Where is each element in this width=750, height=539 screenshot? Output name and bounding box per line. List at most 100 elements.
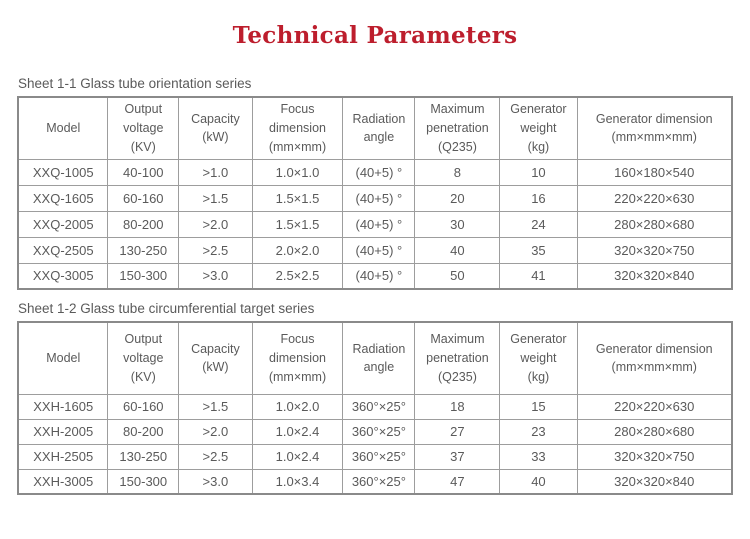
table-cell: 10 <box>499 158 578 186</box>
table-cell: 320×320×840 <box>576 262 733 290</box>
table-row: XXH-1605 60-160 >1.5 1.0×2.0 360°×25° 18 15 220… <box>17 393 733 420</box>
table-cell: >2.5 <box>178 443 253 470</box>
table-cell: 15 <box>499 393 578 420</box>
table-cell: 220×220×630 <box>576 184 733 212</box>
table-cell: 150-300 <box>107 468 180 495</box>
header-cell: Capacity (kW) <box>178 96 253 160</box>
header-cell: Generator dimension (mm×mm×mm) <box>576 321 733 395</box>
page: Technical Parameters Sheet 1-1 Glass tub… <box>17 22 733 495</box>
table-cell: 360°×25° <box>342 443 416 470</box>
header-cell: Radiation angle <box>342 321 416 395</box>
table-cell: 23 <box>499 418 578 445</box>
table-cell: XXH-3005 <box>17 468 109 495</box>
table-row: XXQ-2005 80-200 >2.0 1.5×1.5 (40+5) ° 30 24 280… <box>17 210 733 238</box>
table-row: XXH-3005 150-300 >3.0 1.0×3.4 360°×25° 47 40 32… <box>17 468 733 495</box>
header-cell: Focus dimension (mm×mm) <box>251 96 344 160</box>
table-row: XXH-2005 80-200 >2.0 1.0×2.4 360°×25° 27 23 280… <box>17 418 733 445</box>
table-cell: 1.0×2.4 <box>251 418 344 445</box>
table-cell: 320×320×750 <box>576 236 733 264</box>
table-cell: XXQ-1605 <box>17 184 109 212</box>
table-cell: (40+5) ° <box>342 262 416 290</box>
table-cell: (40+5) ° <box>342 236 416 264</box>
table-cell: >1.5 <box>178 184 253 212</box>
table-cell: 1.0×3.4 <box>251 468 344 495</box>
table-cell: 2.0×2.0 <box>251 236 344 264</box>
table-cell: 47 <box>414 468 501 495</box>
table-cell: 60-160 <box>107 184 180 212</box>
header-cell: Focus dimension (mm×mm) <box>251 321 344 395</box>
sheet-1-1-table: Model Output voltage (KV) Capacity (kW) Foc… <box>17 96 733 290</box>
table-cell: 35 <box>499 236 578 264</box>
table-cell: 2.5×2.5 <box>251 262 344 290</box>
header-cell: Maximum penetration (Q235) <box>414 96 501 160</box>
table-cell: 1.0×2.4 <box>251 443 344 470</box>
table-cell: 160×180×540 <box>576 158 733 186</box>
table-cell: 20 <box>414 184 501 212</box>
table-row: XXQ-3005 150-300 >3.0 2.5×2.5 (40+5) ° 50 41 32… <box>17 262 733 290</box>
table-cell: 30 <box>414 210 501 238</box>
sheet-1-2-table: Model Output voltage (KV) Capacity (kW) Foc… <box>17 321 733 495</box>
table-cell: 220×220×630 <box>576 393 733 420</box>
header-cell: Output voltage (KV) <box>107 96 180 160</box>
table-row: XXQ-2505 130-250 >2.5 2.0×2.0 (40+5) ° 40 35 32… <box>17 236 733 264</box>
table-cell: >1.0 <box>178 158 253 186</box>
table-cell: 80-200 <box>107 418 180 445</box>
table-cell: 27 <box>414 418 501 445</box>
header-cell: Generator weight (kg) <box>499 321 578 395</box>
table-cell: 33 <box>499 443 578 470</box>
table-cell: XXQ-3005 <box>17 262 109 290</box>
table-cell: 50 <box>414 262 501 290</box>
table-cell: >1.5 <box>178 393 253 420</box>
table-row: XXQ-1605 60-160 >1.5 1.5×1.5 (40+5) ° 20 16 220… <box>17 184 733 212</box>
table-cell: 360°×25° <box>342 468 416 495</box>
table-cell: XXH-2505 <box>17 443 109 470</box>
table-cell: 60-160 <box>107 393 180 420</box>
header-cell: Generator weight (kg) <box>499 96 578 160</box>
table-cell: 320×320×750 <box>576 443 733 470</box>
table-cell: 24 <box>499 210 578 238</box>
table-cell: XXH-2005 <box>17 418 109 445</box>
table-cell: 40 <box>499 468 578 495</box>
table-cell: 1.5×1.5 <box>251 184 344 212</box>
header-row: Model Output voltage (KV) Capacity (kW) Foc… <box>17 96 733 160</box>
header-cell: Model <box>17 96 109 160</box>
header-cell: Output voltage (KV) <box>107 321 180 395</box>
table-cell: (40+5) ° <box>342 158 416 186</box>
table-cell: 16 <box>499 184 578 212</box>
table-cell: (40+5) ° <box>342 184 416 212</box>
table-cell: XXQ-2005 <box>17 210 109 238</box>
table-cell: 360°×25° <box>342 393 416 420</box>
table-cell: 40 <box>414 236 501 264</box>
table-cell: 360°×25° <box>342 418 416 445</box>
table-cell: >3.0 <box>178 262 253 290</box>
table-cell: 130-250 <box>107 443 180 470</box>
table-row: XXQ-1005 40-100 >1.0 1.0×1.0 (40+5) ° 8 10 160×… <box>17 158 733 186</box>
table-cell: (40+5) ° <box>342 210 416 238</box>
table-cell: 8 <box>414 158 501 186</box>
table-cell: 320×320×840 <box>576 468 733 495</box>
table-cell: 280×280×680 <box>576 418 733 445</box>
header-cell: Capacity (kW) <box>178 321 253 395</box>
table-cell: 150-300 <box>107 262 180 290</box>
table-cell: 1.0×2.0 <box>251 393 344 420</box>
table-cell: >2.5 <box>178 236 253 264</box>
header-cell: Model <box>17 321 109 395</box>
sheet-1-2-label: Sheet 1-2 Glass tube circumferential tar… <box>18 301 315 316</box>
table-cell: 40-100 <box>107 158 180 186</box>
table-cell: XXH-1605 <box>17 393 109 420</box>
table-cell: 41 <box>499 262 578 290</box>
table-row: XXH-2505 130-250 >2.5 1.0×2.4 360°×25° 37 33 32… <box>17 443 733 470</box>
table-cell: 1.0×1.0 <box>251 158 344 186</box>
table-cell: 1.5×1.5 <box>251 210 344 238</box>
sheet-1-1-label: Sheet 1-1 Glass tube orientation series <box>18 76 252 91</box>
table-cell: 18 <box>414 393 501 420</box>
table-cell: XXQ-2505 <box>17 236 109 264</box>
table-cell: 130-250 <box>107 236 180 264</box>
table-cell: 280×280×680 <box>576 210 733 238</box>
page-title: Technical Parameters <box>232 22 518 49</box>
table-cell: 37 <box>414 443 501 470</box>
table-cell: >3.0 <box>178 468 253 495</box>
header-row: Model Output voltage (KV) Capacity (kW) Foc… <box>17 321 733 395</box>
header-cell: Radiation angle <box>342 96 416 160</box>
table-cell: XXQ-1005 <box>17 158 109 186</box>
